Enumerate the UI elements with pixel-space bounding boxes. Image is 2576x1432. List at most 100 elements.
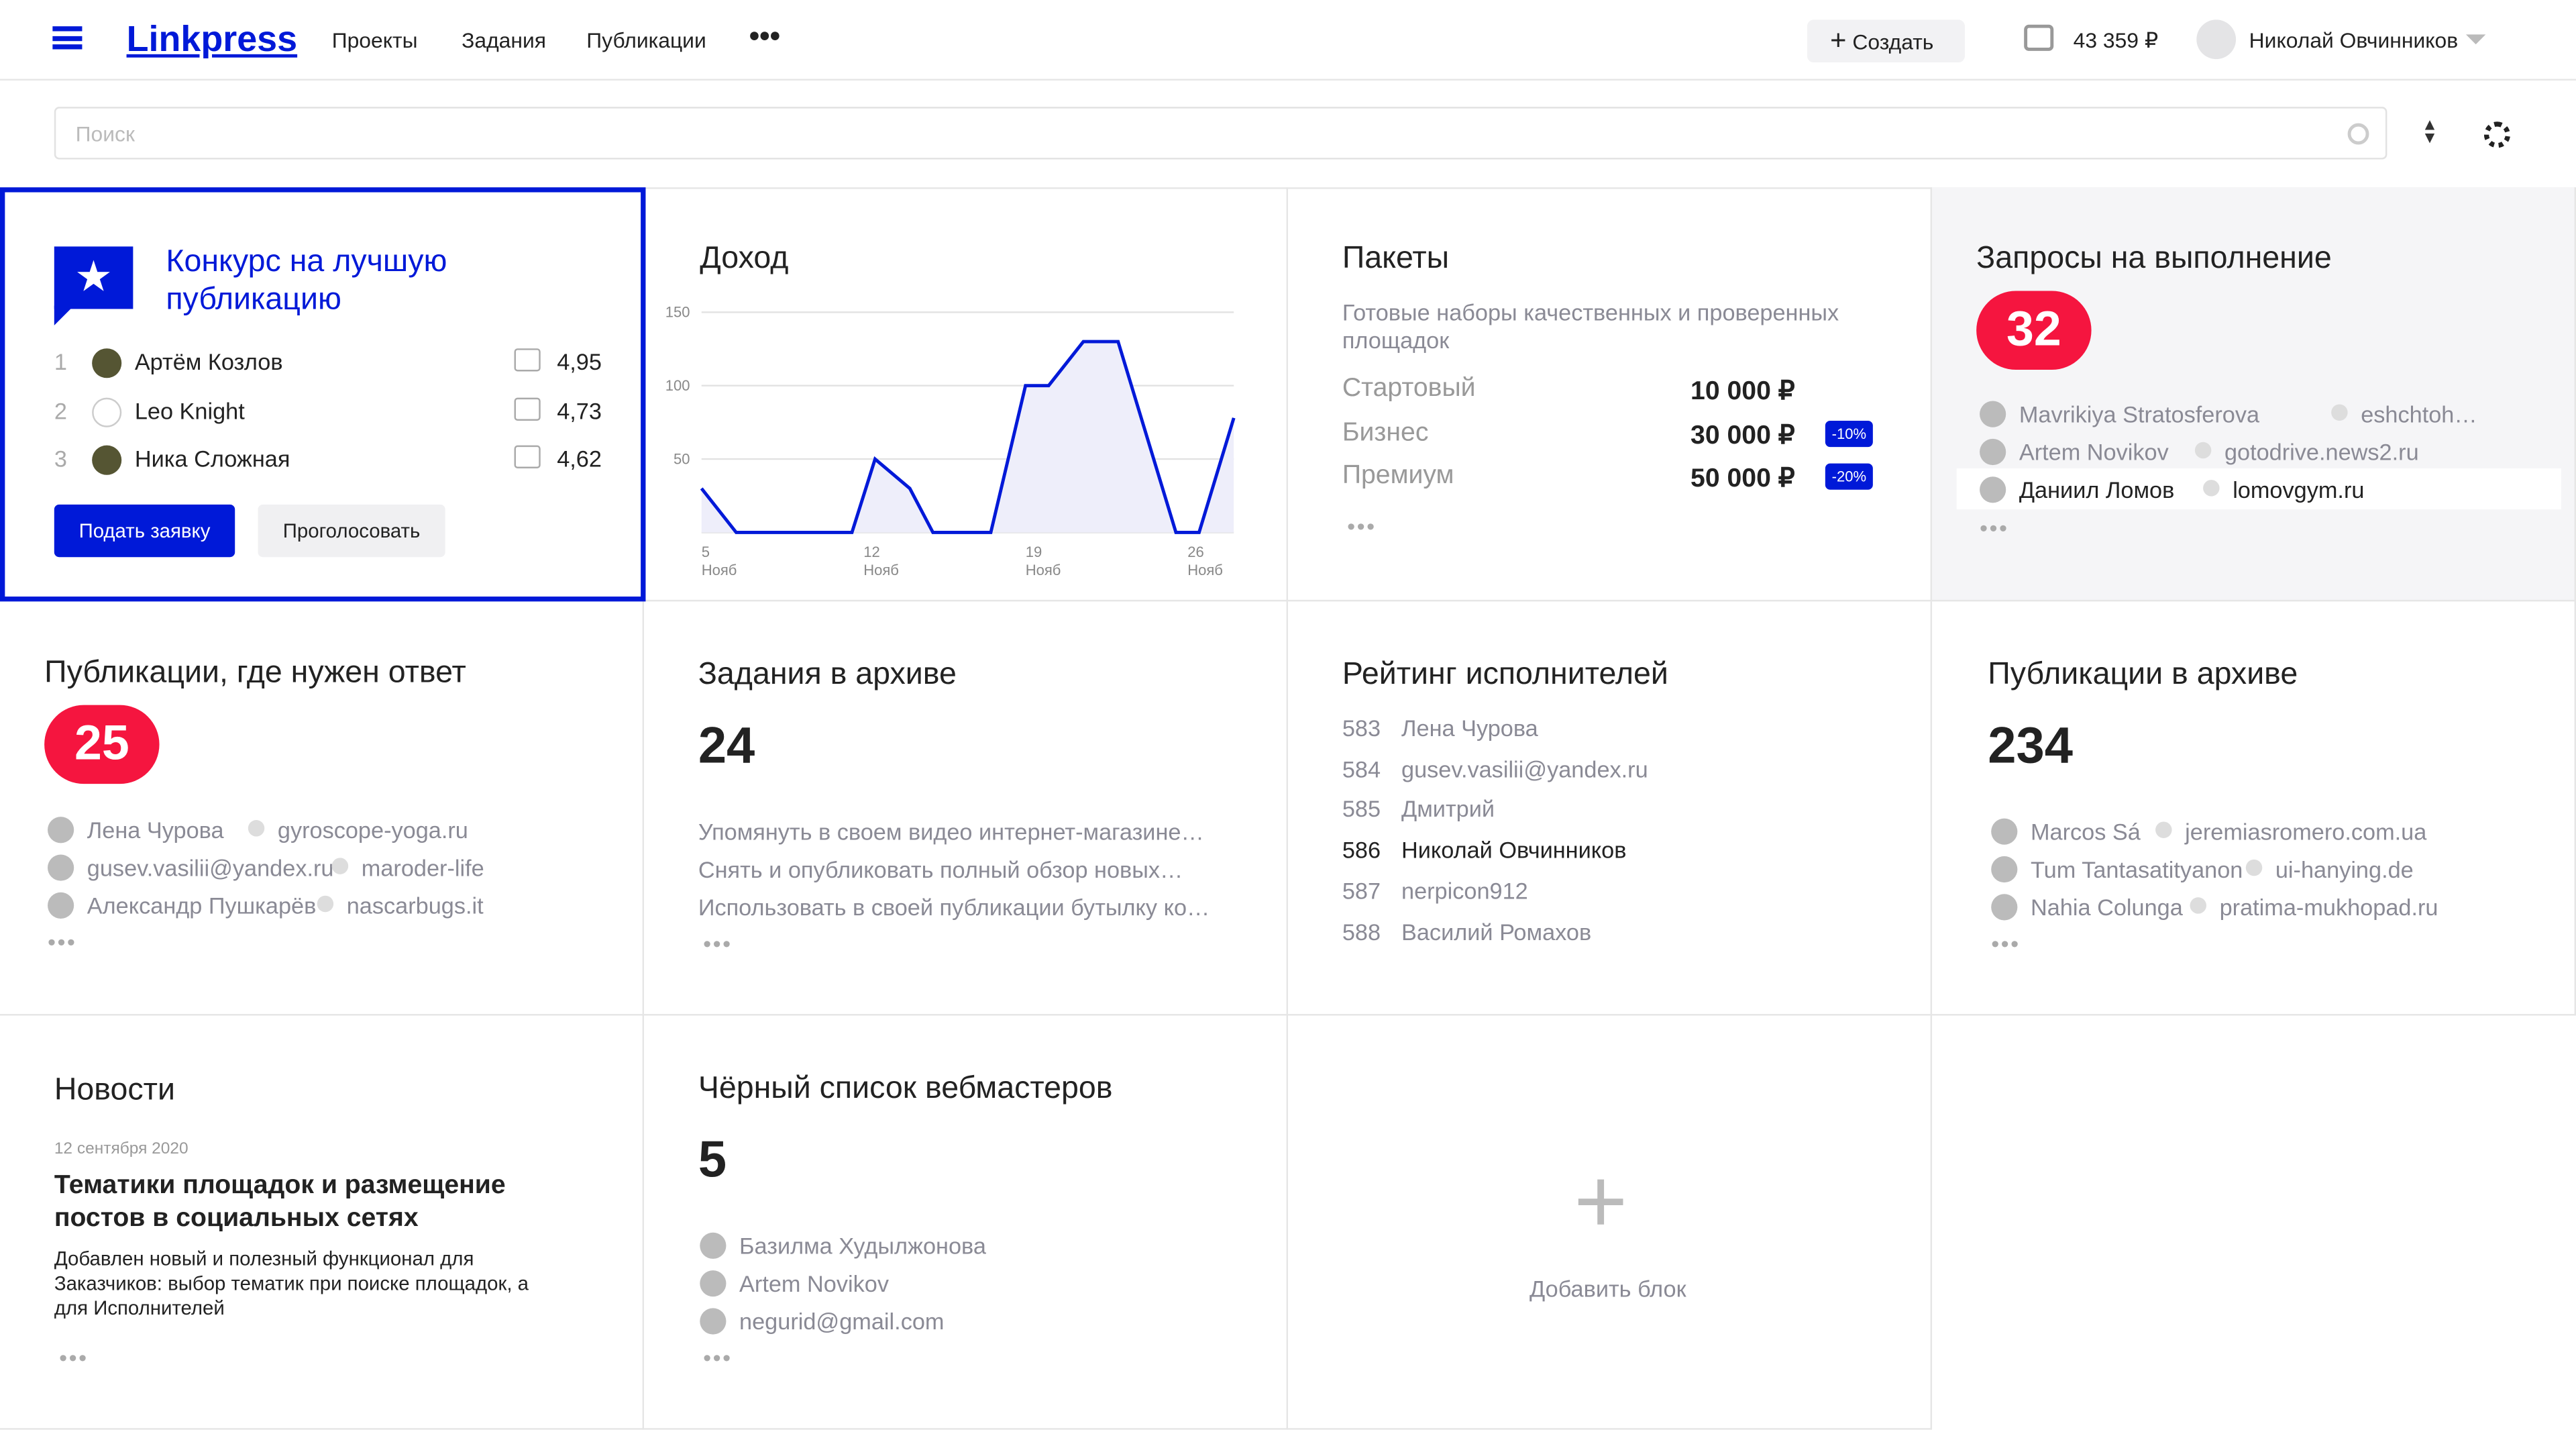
person: negurid@gmail.com — [739, 1308, 945, 1335]
news-headline[interactable]: Тематики площадок и размещение постов в … — [54, 1172, 506, 1233]
search-box[interactable]: Поиск — [54, 107, 2387, 160]
card-title: Публикации, где нужен ответ — [44, 656, 466, 691]
create-label: Создать — [1852, 30, 1934, 54]
task[interactable]: Упомянуть в своем видео интернет-магазин… — [698, 818, 1204, 845]
task[interactable]: Использовать в своей публикации бутылку … — [698, 894, 1210, 921]
logo[interactable]: Linkpress — [126, 17, 298, 60]
package-price: 10 000 ₽ — [1690, 378, 1795, 406]
avatar — [48, 854, 74, 881]
sort-icon[interactable]: ▲ ▼ — [2421, 116, 2438, 148]
site-icon — [2190, 897, 2207, 914]
balance[interactable]: 43 359 ₽ — [2073, 28, 2159, 53]
avatar — [92, 445, 122, 475]
task[interactable]: Снять и опубликовать полный обзор новых… — [698, 856, 1183, 883]
avatar — [700, 1270, 727, 1297]
card-title: Чёрный список вебмастеров — [698, 1071, 1113, 1107]
site[interactable]: eshchtoh… — [2361, 401, 2477, 427]
nav-item[interactable]: Публикации — [586, 28, 706, 53]
area — [701, 342, 1234, 533]
site[interactable]: jeremiasromero.com.ua — [2185, 818, 2427, 845]
like-icon — [514, 445, 541, 468]
like-icon — [514, 348, 541, 372]
card — [644, 601, 1289, 1016]
more-menu[interactable]: ••• — [749, 19, 781, 53]
person: Базилма Худылжонова — [739, 1232, 986, 1259]
x-tick-sublabel: Нояб — [1026, 562, 1061, 578]
x-tick-label: 5 — [702, 544, 710, 560]
discount-badge: -10% — [1825, 419, 1873, 446]
avatar — [1980, 476, 2006, 503]
name[interactable]: nerpicon912 — [1401, 877, 1528, 904]
news-title: Новости — [54, 1073, 175, 1108]
card — [1932, 187, 2576, 602]
site[interactable]: maroder-life — [361, 854, 484, 881]
avatar — [700, 1308, 727, 1335]
settings-icon[interactable] — [2483, 121, 2511, 148]
package-name: Стартовый — [1342, 374, 1476, 403]
rank: 584 — [1342, 755, 1381, 782]
add-label[interactable]: Добавить блок — [1529, 1275, 1686, 1302]
site[interactable]: gyroscope-yoga.ru — [277, 817, 468, 843]
vote-button[interactable]: Проголосовать — [258, 504, 445, 558]
avatar — [700, 1232, 727, 1259]
site[interactable]: lomovgym.ru — [2233, 476, 2365, 503]
avatar — [1991, 894, 2018, 921]
site[interactable]: pratima-mukhopad.ru — [2219, 894, 2438, 921]
card — [1288, 187, 1933, 602]
avatar — [1991, 856, 2018, 883]
site[interactable]: nascarbugs.it — [346, 892, 484, 919]
package-name: Премиум — [1342, 462, 1454, 490]
site[interactable]: gotodrive.news2.ru — [2224, 438, 2419, 466]
more: ••• — [48, 928, 77, 955]
nav-item[interactable]: Проекты — [331, 28, 418, 53]
rank: 587 — [1342, 877, 1381, 904]
rank: 1 — [54, 348, 67, 375]
rank: 586 — [1342, 836, 1381, 863]
name[interactable]: Николай Овчинников — [1401, 836, 1627, 863]
rank: 2 — [54, 397, 67, 423]
chart-title: Доход — [700, 242, 789, 276]
site[interactable]: ui-hanying.de — [2275, 856, 2414, 883]
line — [700, 340, 1236, 534]
search-placeholder: Поиск — [75, 121, 135, 146]
site-icon — [2203, 480, 2220, 497]
caret — [2465, 34, 2486, 54]
site-icon — [2194, 442, 2212, 459]
add-plus[interactable]: + — [1574, 1148, 1628, 1253]
create-button[interactable]: + Создать — [1807, 19, 1966, 63]
card-title: Рейтинг исполнителей — [1342, 657, 1668, 693]
name[interactable]: gusev.vasilii@yandex.ru — [1401, 755, 1648, 782]
name[interactable]: Василий Ромахов — [1401, 917, 1592, 944]
person: Александр Пушкарёв — [87, 892, 317, 919]
more: ••• — [703, 1344, 733, 1371]
name[interactable]: Лена Чурова — [1401, 715, 1538, 741]
wallet-icon — [2024, 24, 2054, 51]
avatar — [1980, 401, 2006, 427]
count: 234 — [1988, 716, 2073, 774]
score: 4,73 — [557, 397, 602, 423]
avatar — [92, 348, 122, 378]
contest-title[interactable]: Конкурс на лучшую публикацию — [166, 244, 447, 317]
card — [0, 1015, 645, 1430]
nav-item[interactable]: Задания — [462, 28, 547, 53]
person: Tum Tantasatityanon — [2030, 856, 2243, 883]
search-icon — [2347, 123, 2369, 145]
card — [1288, 601, 1933, 1016]
person: Artem Novikov — [739, 1270, 889, 1297]
count: 32 — [1976, 291, 2092, 370]
news-body: Добавлен новый и полезный функционал для… — [54, 1247, 529, 1320]
more: ••• — [1991, 930, 2021, 957]
user-name[interactable]: Николай Овчинников — [2249, 28, 2459, 53]
package-price: 50 000 ₽ — [1690, 465, 1795, 493]
name[interactable]: Дмитрий — [1401, 796, 1495, 823]
avatar — [48, 892, 74, 919]
card — [644, 187, 1289, 602]
menu-icon[interactable] — [52, 26, 83, 50]
menu-bar — [52, 35, 83, 41]
header — [0, 0, 2576, 81]
card-highlight — [0, 187, 646, 602]
x-tick-label: 26 — [1187, 544, 1204, 560]
apply-button[interactable]: Подать заявку — [54, 504, 235, 558]
